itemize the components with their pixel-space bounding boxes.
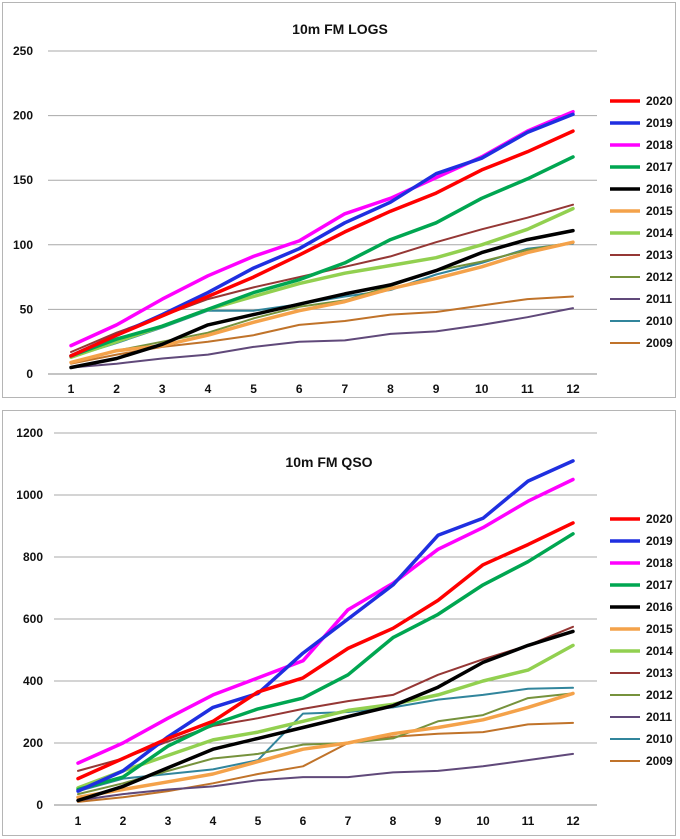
x-tick-label: 6 bbox=[300, 814, 307, 828]
series-lines bbox=[69, 109, 575, 370]
x-tick-label: 6 bbox=[296, 382, 303, 396]
legend-label-2009: 2009 bbox=[646, 336, 673, 350]
series-line-2019 bbox=[76, 459, 575, 793]
legend-label-2018: 2018 bbox=[646, 138, 673, 152]
y-tick-label: 200 bbox=[23, 736, 43, 750]
series-line-2015 bbox=[76, 691, 575, 800]
series-line-2012 bbox=[77, 692, 574, 796]
x-tick-label: 4 bbox=[205, 382, 212, 396]
legend-label-2015: 2015 bbox=[646, 622, 673, 636]
x-tick-label: 10 bbox=[476, 814, 490, 828]
x-tick-label: 7 bbox=[345, 814, 352, 828]
legend-label-2019: 2019 bbox=[646, 116, 673, 130]
legend-label-2016: 2016 bbox=[646, 182, 673, 196]
x-tick-label: 5 bbox=[250, 382, 257, 396]
x-tick-label: 10 bbox=[475, 382, 489, 396]
series-line-2010 bbox=[77, 686, 574, 793]
legend: 2020 2019 2018 2017 2016 2015 2014 2013 2012 2011… bbox=[610, 94, 673, 350]
y-tick-label: 50 bbox=[20, 302, 34, 316]
y-tick-label: 0 bbox=[36, 798, 43, 812]
y-axis-ticks: 0 50 100 150 200 250 bbox=[13, 44, 33, 381]
legend-label-2013: 2013 bbox=[646, 666, 673, 680]
legend-label-2012: 2012 bbox=[646, 688, 673, 702]
x-tick-label: 3 bbox=[159, 382, 166, 396]
x-axis-ticks: 1 2 3 4 5 6 7 8 9 10 11 12 bbox=[68, 382, 580, 396]
legend-label-2017: 2017 bbox=[646, 160, 673, 174]
logs-chart-panel: 10m FM LOGS 0 50 100 150 200 250 1 2 3 4 5 6 7 8 9 10 1… bbox=[2, 2, 676, 398]
x-tick-label: 12 bbox=[566, 382, 580, 396]
x-tick-label: 12 bbox=[566, 814, 580, 828]
x-tick-label: 9 bbox=[433, 382, 440, 396]
legend-label-2015: 2015 bbox=[646, 204, 673, 218]
legend-label-2009: 2009 bbox=[646, 754, 673, 768]
legend-label-2011: 2011 bbox=[646, 292, 672, 306]
legend-label-2010: 2010 bbox=[646, 732, 673, 746]
series-line-2016 bbox=[69, 228, 575, 370]
legend-label-2014: 2014 bbox=[646, 226, 673, 240]
legend-label-2018: 2018 bbox=[646, 556, 673, 570]
gridlines bbox=[54, 432, 597, 806]
legend-label-2013: 2013 bbox=[646, 248, 673, 262]
x-tick-label: 3 bbox=[165, 814, 172, 828]
y-tick-label: 0 bbox=[26, 367, 33, 381]
gridlines bbox=[48, 50, 597, 375]
legend-label-2014: 2014 bbox=[646, 644, 673, 658]
series-line-2016 bbox=[76, 629, 575, 803]
legend-label-2011: 2011 bbox=[646, 710, 672, 724]
x-tick-label: 11 bbox=[522, 814, 535, 828]
series-line-2018 bbox=[69, 109, 575, 348]
series-line-2009 bbox=[77, 721, 574, 803]
x-axis-ticks: 1 2 3 4 5 6 7 8 9 10 11 12 bbox=[75, 814, 580, 828]
y-tick-label: 150 bbox=[13, 173, 33, 187]
series-line-2011 bbox=[70, 307, 574, 369]
x-tick-label: 8 bbox=[390, 814, 397, 828]
series-line-2014 bbox=[76, 643, 575, 790]
x-tick-label: 2 bbox=[120, 814, 127, 828]
series-line-2020 bbox=[76, 521, 575, 781]
chart-title: 10m FM LOGS bbox=[292, 21, 388, 37]
series-line-2019 bbox=[69, 112, 575, 358]
y-tick-label: 600 bbox=[23, 612, 43, 626]
y-tick-label: 250 bbox=[13, 44, 33, 58]
x-tick-label: 1 bbox=[68, 382, 75, 396]
legend-label-2020: 2020 bbox=[646, 512, 673, 526]
x-tick-label: 1 bbox=[75, 814, 82, 828]
legend-label-2019: 2019 bbox=[646, 534, 673, 548]
legend-label-2016: 2016 bbox=[646, 600, 673, 614]
series-line-2012 bbox=[70, 241, 574, 364]
x-tick-label: 9 bbox=[435, 814, 442, 828]
y-tick-label: 800 bbox=[23, 550, 43, 564]
series-line-2017 bbox=[76, 532, 575, 792]
y-tick-label: 400 bbox=[23, 674, 43, 688]
legend: 2020 2019 2018 2017 2016 2015 2014 2013 2012 2011… bbox=[610, 512, 673, 768]
series-line-2020 bbox=[69, 129, 575, 358]
series-line-2011 bbox=[77, 752, 574, 802]
x-tick-label: 4 bbox=[210, 814, 217, 828]
series-line-2014 bbox=[69, 206, 575, 359]
legend-label-2012: 2012 bbox=[646, 270, 673, 284]
x-tick-label: 5 bbox=[255, 814, 262, 828]
legend-label-2017: 2017 bbox=[646, 578, 673, 592]
x-tick-label: 11 bbox=[521, 382, 534, 396]
legend-label-2010: 2010 bbox=[646, 314, 673, 328]
x-tick-label: 8 bbox=[387, 382, 394, 396]
y-tick-label: 200 bbox=[13, 109, 33, 123]
y-tick-label: 1000 bbox=[16, 488, 43, 502]
series-line-2017 bbox=[69, 155, 575, 358]
x-tick-label: 2 bbox=[113, 382, 120, 396]
y-tick-label: 100 bbox=[13, 238, 33, 252]
y-axis-ticks: 0 200 400 600 800 1000 1200 bbox=[16, 426, 43, 812]
x-tick-label: 7 bbox=[341, 382, 348, 396]
chart-title: 10m FM QSO bbox=[285, 454, 372, 470]
legend-label-2020: 2020 bbox=[646, 94, 673, 108]
y-tick-label: 1200 bbox=[16, 426, 43, 440]
series-lines bbox=[76, 459, 575, 803]
